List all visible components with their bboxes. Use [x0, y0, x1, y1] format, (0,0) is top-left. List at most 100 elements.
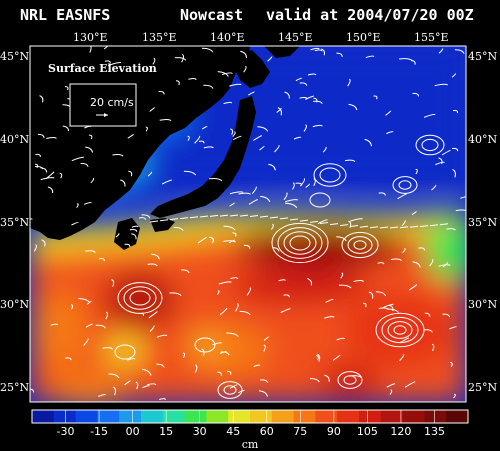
current-vector	[353, 240, 367, 250]
current-vector	[271, 222, 329, 264]
current-vector	[392, 176, 418, 194]
current-vector	[451, 73, 456, 78]
current-vector	[85, 146, 94, 153]
colorbar-swatch	[337, 410, 360, 423]
current-vector	[147, 263, 158, 267]
current-vector	[348, 375, 362, 379]
current-vector	[253, 135, 262, 141]
current-vector	[239, 310, 251, 316]
colorbar-swatch	[380, 410, 404, 423]
colorbar-swatch	[162, 410, 186, 423]
colorbar-swatch	[97, 410, 120, 423]
colorbar-tick-label: 120	[390, 425, 412, 438]
current-vector	[289, 235, 311, 251]
colorbar-tick-label: 60	[259, 425, 274, 438]
current-vector	[322, 146, 327, 153]
current-vector	[173, 227, 184, 231]
current-vector	[169, 292, 182, 297]
current-vector	[229, 384, 238, 389]
current-vector	[368, 291, 374, 299]
current-vector	[156, 363, 165, 368]
current-vector	[317, 353, 321, 362]
current-vector	[283, 294, 290, 298]
current-vector	[112, 154, 124, 157]
current-vector	[189, 216, 199, 219]
current-vector	[309, 192, 331, 208]
current-vector	[76, 203, 79, 208]
current-vector	[353, 280, 365, 282]
current-vector	[283, 231, 317, 255]
current-vector	[88, 134, 93, 140]
current-vector	[386, 308, 399, 313]
current-vector	[336, 52, 343, 57]
current-vector	[325, 298, 334, 303]
map-plot-area	[30, 46, 466, 402]
lon-label-155e: 155°E	[414, 31, 449, 44]
current-vector	[234, 302, 239, 312]
colorbar-swatch	[446, 410, 469, 423]
current-vector	[89, 46, 92, 53]
current-vector	[147, 383, 157, 386]
current-vector	[230, 128, 234, 135]
current-vector	[398, 180, 412, 190]
current-vector	[187, 135, 190, 141]
current-vector	[293, 136, 302, 140]
hokkaido	[234, 50, 270, 88]
current-vector	[159, 118, 172, 122]
current-vector	[37, 133, 45, 138]
current-vector	[404, 381, 416, 388]
current-vector	[257, 126, 269, 132]
current-vector	[249, 215, 259, 218]
current-vector	[83, 338, 89, 346]
current-vector	[452, 109, 459, 114]
header-product: Nowcast	[180, 6, 244, 24]
lat-label-35n-right: 35°N	[468, 216, 498, 229]
current-vector	[365, 55, 375, 59]
current-vector	[411, 211, 417, 216]
current-vector	[299, 82, 308, 86]
current-vector	[319, 222, 329, 225]
current-vector	[434, 83, 449, 87]
current-vector	[442, 261, 449, 268]
current-vector	[161, 179, 172, 185]
current-vector	[139, 217, 146, 220]
current-vector	[30, 218, 33, 220]
current-vector	[223, 101, 233, 105]
current-vector	[313, 100, 323, 104]
current-vector	[111, 279, 115, 287]
current-vector	[240, 50, 247, 58]
current-vector	[381, 316, 419, 344]
current-vector	[71, 222, 79, 226]
current-vector	[238, 389, 245, 394]
current-vector	[248, 199, 258, 205]
current-vector	[259, 215, 269, 218]
current-vector	[377, 262, 385, 265]
current-vector	[349, 218, 363, 222]
current-vector	[341, 231, 379, 259]
colorbar-swatch	[402, 410, 425, 423]
current-vector	[159, 398, 166, 400]
lat-label-25n-right: 25°N	[468, 381, 498, 394]
current-vector	[299, 97, 308, 100]
current-vector	[248, 91, 255, 96]
current-vector	[455, 209, 466, 212]
current-vector	[129, 229, 138, 232]
current-vector	[229, 214, 239, 217]
current-vector	[279, 217, 289, 220]
current-vector	[226, 332, 239, 337]
current-vector	[238, 192, 251, 195]
current-vector	[114, 344, 136, 360]
colorbar-frame	[31, 409, 469, 424]
current-vector	[229, 202, 236, 207]
current-vector	[429, 258, 434, 267]
current-vector	[336, 337, 346, 341]
honshu	[150, 96, 256, 218]
colorbar-unit: cm	[241, 438, 259, 451]
current-vector	[124, 243, 131, 248]
header-source: NRL EASNFS	[20, 6, 111, 24]
current-vector	[270, 223, 274, 230]
colorbar-swatch	[32, 410, 55, 423]
current-vector	[332, 354, 341, 361]
current-vector	[86, 300, 92, 305]
current-vector	[232, 135, 242, 141]
